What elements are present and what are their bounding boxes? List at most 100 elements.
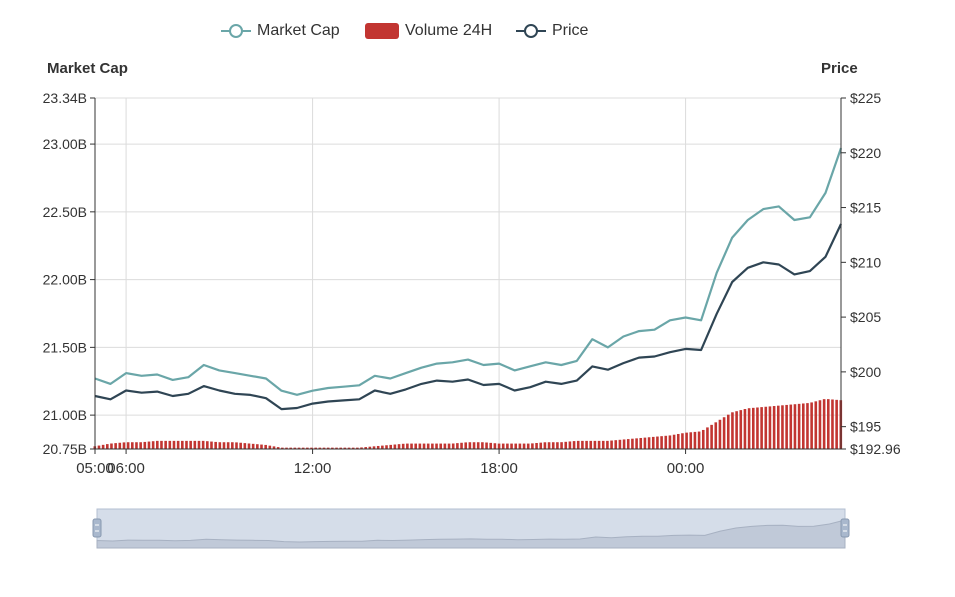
volume-bar xyxy=(593,440,597,449)
volume-bar xyxy=(360,447,363,449)
volume-bar xyxy=(397,444,401,449)
zoom-handle-grip[interactable] xyxy=(92,518,102,538)
volume-bar xyxy=(356,447,359,449)
volume-bar xyxy=(485,442,488,449)
volume-bar xyxy=(364,447,367,449)
right-axis-tick-label: $210 xyxy=(850,254,881,270)
volume-bar xyxy=(314,447,317,449)
left-axis-tick-label: 22.00B xyxy=(43,272,87,288)
volume-bar xyxy=(139,442,142,449)
volume-bar xyxy=(597,440,601,449)
volume-bar xyxy=(468,442,472,449)
x-axis-tick-label: 18:00 xyxy=(480,460,518,477)
volume-bar xyxy=(406,443,409,449)
volume-bar xyxy=(326,447,330,449)
volume-bar xyxy=(97,445,101,449)
hollow-circle-line-icon xyxy=(221,24,251,38)
volume-bar xyxy=(685,432,688,449)
legend-item-market-cap[interactable]: Market Cap xyxy=(221,20,340,42)
volume-bar xyxy=(197,440,201,449)
volume-bar xyxy=(181,440,184,449)
volume-bar xyxy=(568,441,572,449)
volume-bar xyxy=(564,441,568,449)
volume-bar xyxy=(547,442,551,449)
volume-bar xyxy=(589,440,593,449)
volume-bar xyxy=(531,443,534,449)
volume-bar xyxy=(214,441,217,449)
volume-bar xyxy=(781,405,784,449)
volume-bar xyxy=(768,406,772,449)
volume-bar xyxy=(831,399,834,449)
volume-bar xyxy=(101,444,105,449)
volume-bar xyxy=(543,442,547,449)
right-axis-title: Price xyxy=(821,60,858,77)
volume-bar xyxy=(751,407,755,449)
left-axis-title: Market Cap xyxy=(47,60,128,77)
volume-bar xyxy=(610,440,613,449)
volume-bar xyxy=(581,440,584,449)
volume-bar xyxy=(693,431,697,449)
volume-bar xyxy=(306,447,309,449)
volume-bar xyxy=(164,440,167,449)
volume-bar xyxy=(185,440,188,449)
volume-bar xyxy=(489,442,493,449)
volume-bar xyxy=(710,424,713,449)
right-axis-tick-label: $225 xyxy=(850,90,881,106)
left-axis-tick-label: 21.00B xyxy=(43,407,87,423)
legend-label: Market Cap xyxy=(257,22,340,39)
volume-bar xyxy=(289,447,292,449)
x-axis-tick-label: 06:00 xyxy=(107,460,145,477)
volume-bar xyxy=(714,422,718,449)
zoom-handle-left[interactable] xyxy=(92,518,102,538)
volume-bar xyxy=(243,443,247,449)
legend-item-volume[interactable]: Volume 24H xyxy=(365,20,492,42)
volume-bar xyxy=(472,442,476,449)
x-axis-tick-label: 00:00 xyxy=(667,460,705,477)
volume-bar xyxy=(706,427,709,449)
right-axis-tick-label: $200 xyxy=(850,364,881,380)
volume-bar xyxy=(122,442,126,449)
volume-bar xyxy=(501,443,505,449)
left-axis-tick-label: 20.75B xyxy=(43,441,87,457)
volume-bar xyxy=(631,438,634,449)
volume-bar xyxy=(426,443,430,449)
volume-bar xyxy=(506,443,509,449)
volume-bar xyxy=(293,447,297,449)
volume-bar xyxy=(318,447,322,449)
volume-bar xyxy=(806,403,809,449)
zoom-handle-right[interactable] xyxy=(840,518,850,538)
volume-bar xyxy=(464,442,468,449)
legend-item-price[interactable]: Price xyxy=(516,20,588,42)
volume-bar xyxy=(268,445,272,449)
volume-bar xyxy=(643,437,647,449)
volume-bar xyxy=(381,445,384,449)
volume-bar xyxy=(764,406,768,449)
volume-bar xyxy=(131,442,134,449)
volume-bar xyxy=(222,442,226,449)
volume-bar xyxy=(743,409,747,449)
volume-bar xyxy=(385,445,388,449)
volume-bar xyxy=(256,444,259,449)
volume-bar xyxy=(481,442,484,449)
volume-bar xyxy=(285,447,288,449)
volume-bar xyxy=(447,443,451,449)
volume-bar xyxy=(539,442,543,449)
volume-bar xyxy=(206,441,209,449)
volume-bar xyxy=(606,440,609,449)
volume-bar xyxy=(439,443,443,449)
volume-bar xyxy=(681,433,684,449)
volume-bar xyxy=(772,406,776,449)
volume-bar xyxy=(618,439,622,449)
volume-bar xyxy=(389,444,392,449)
volume-bar xyxy=(731,412,734,449)
volume-bar xyxy=(514,443,518,449)
volume-bar xyxy=(331,447,334,449)
volume-bar xyxy=(435,443,438,449)
volume-bar xyxy=(151,441,155,449)
volume-bar xyxy=(701,429,705,449)
left-axis-tick-label: 22.50B xyxy=(43,204,87,220)
zoom-handle-grip[interactable] xyxy=(840,518,850,538)
volume-bar xyxy=(497,443,501,449)
volume-bar xyxy=(239,442,242,449)
volume-bar xyxy=(626,439,630,449)
